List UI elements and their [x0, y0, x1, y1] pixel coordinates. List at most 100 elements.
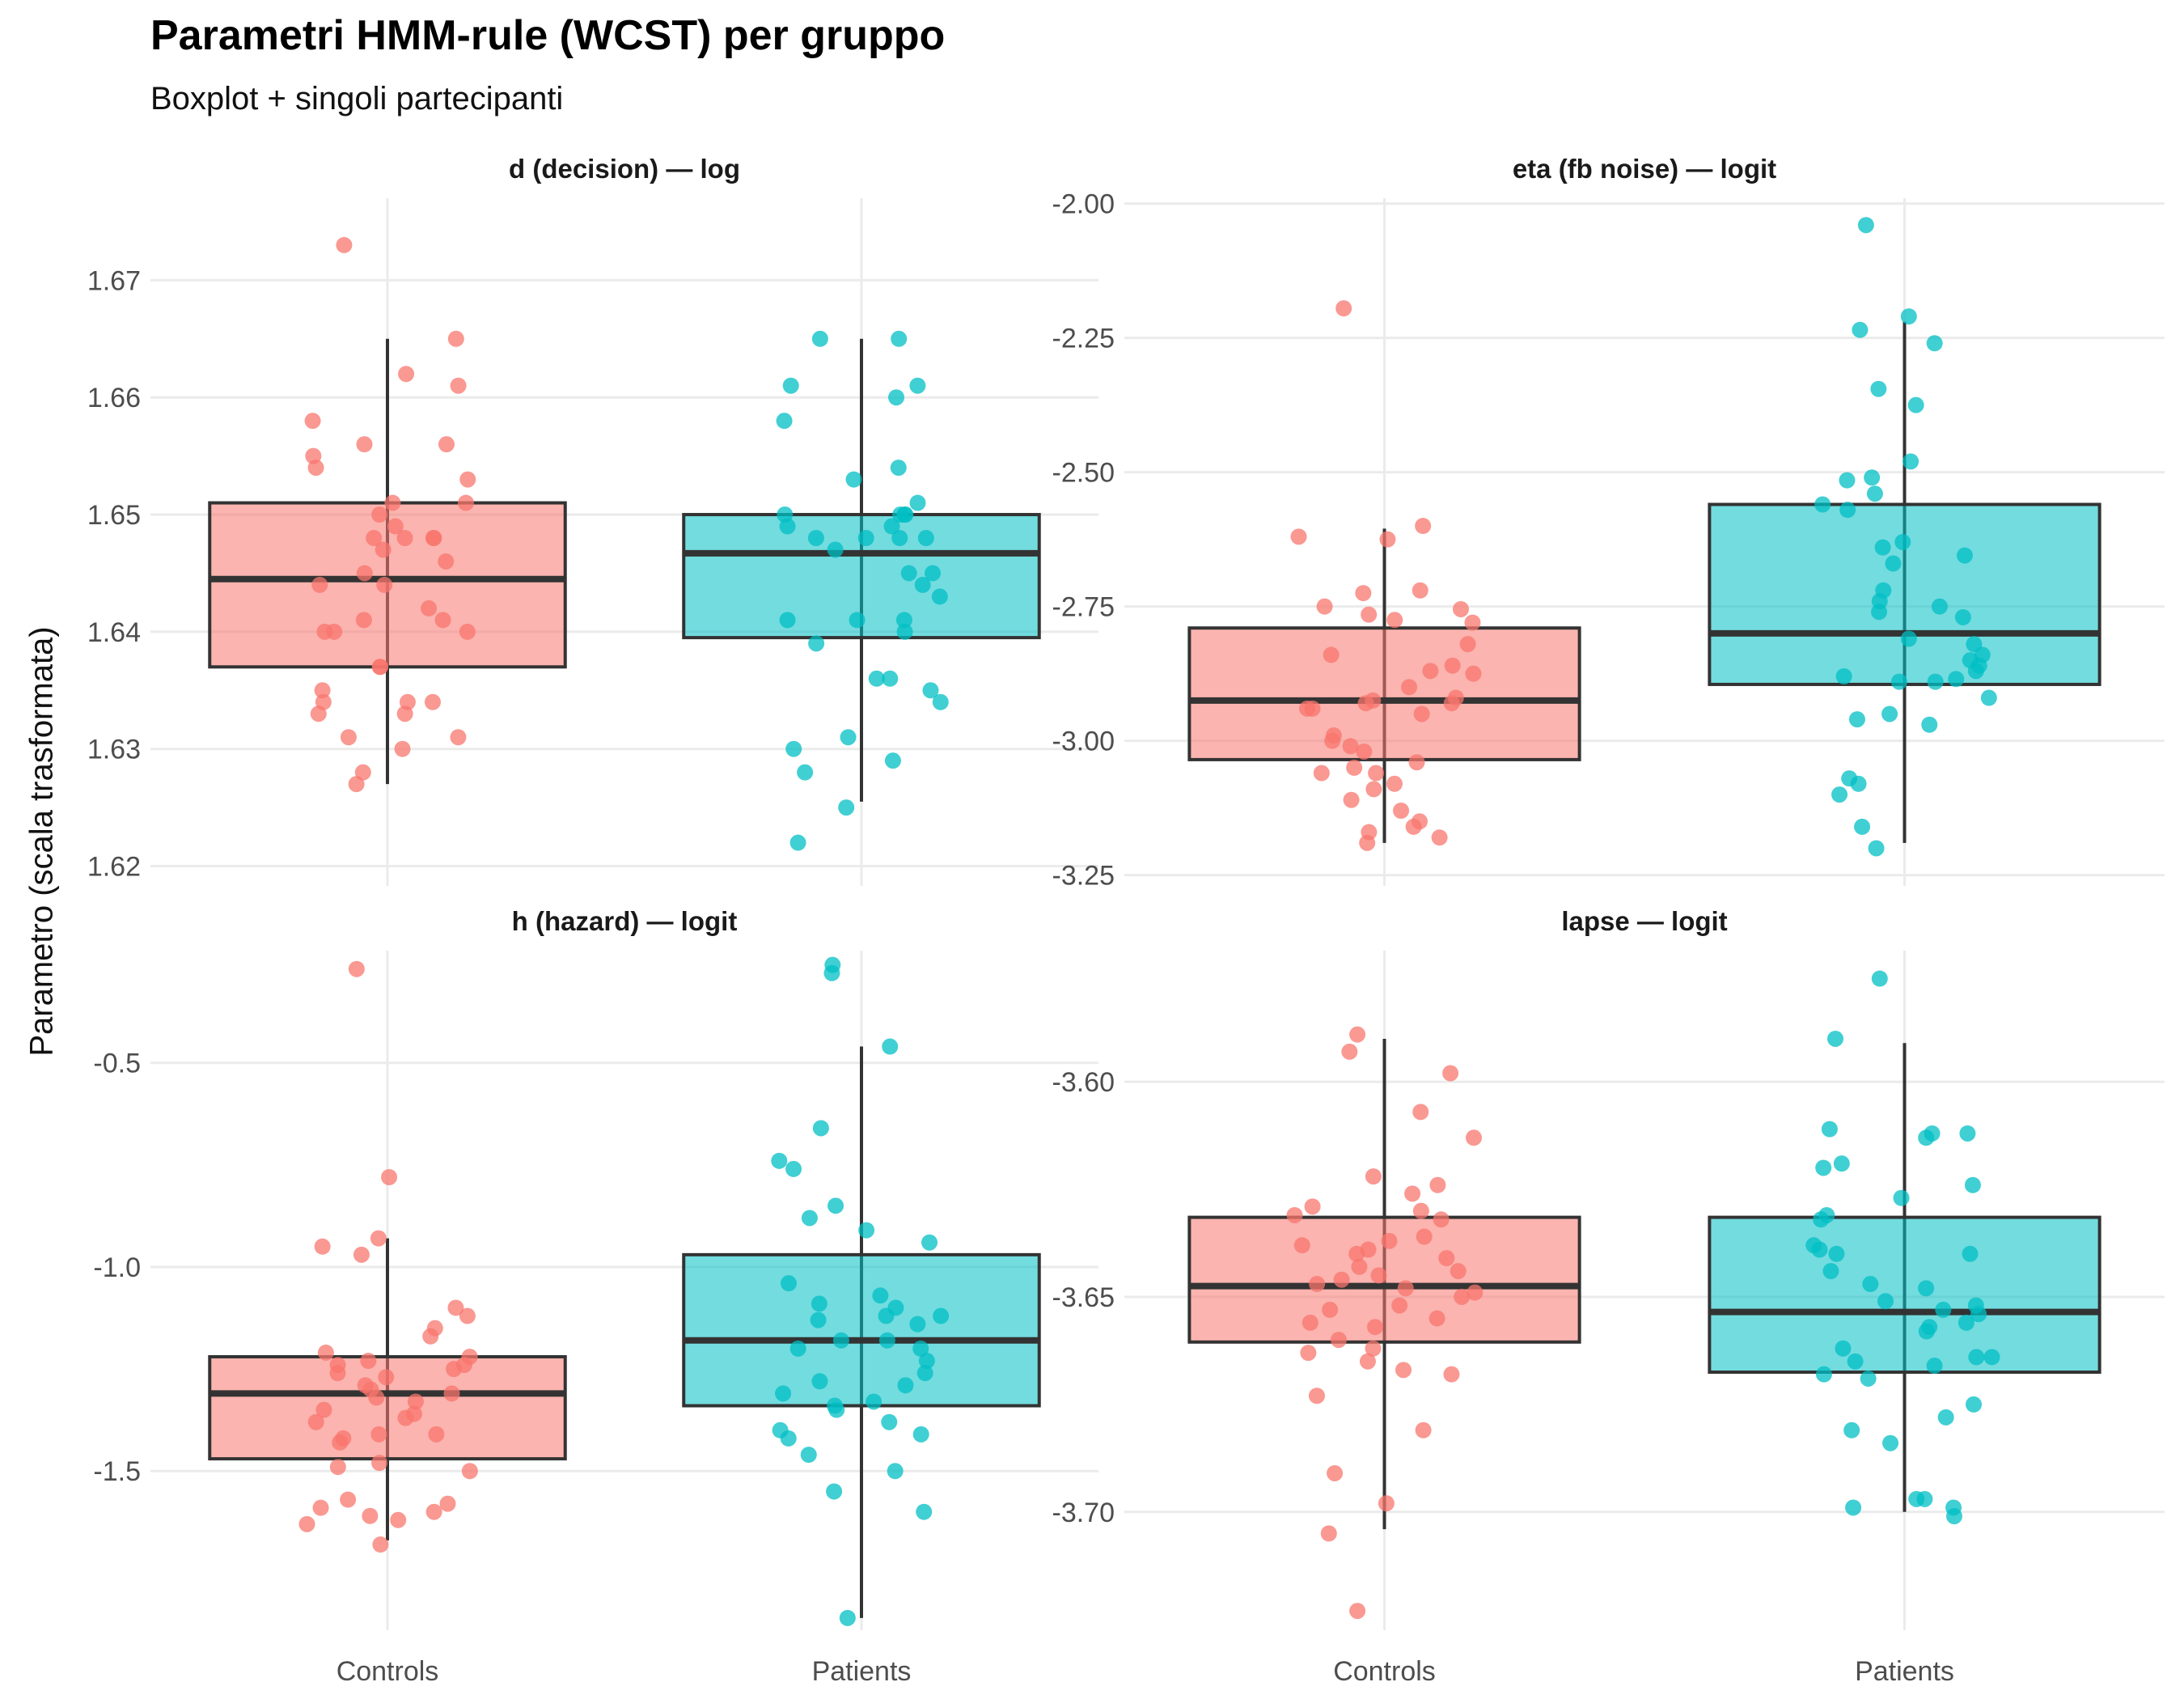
data-point-controls	[307, 1413, 324, 1430]
data-point-patients	[925, 565, 942, 582]
y-tick-label: 1.62	[87, 852, 141, 883]
data-point-patients	[1881, 705, 1898, 722]
data-point-patients	[845, 471, 862, 488]
data-point-patients	[932, 693, 949, 710]
x-tick-label: Patients	[1855, 1656, 1954, 1687]
y-tick-label: -2.00	[1052, 189, 1115, 220]
data-point-patients	[1945, 1508, 1962, 1525]
data-point-patients	[1927, 673, 1944, 690]
data-point-controls	[1459, 636, 1476, 653]
data-point-patients	[895, 612, 912, 629]
data-point-controls	[307, 460, 324, 477]
data-point-controls	[1302, 1314, 1318, 1331]
data-point-patients	[917, 530, 934, 546]
y-tick-label: -3.70	[1052, 1498, 1115, 1528]
data-point-controls	[1308, 1388, 1325, 1405]
data-point-controls	[1444, 657, 1461, 674]
data-point-patients	[832, 1332, 849, 1349]
data-point-controls	[428, 1426, 445, 1443]
data-point-controls	[371, 506, 388, 523]
data-point-patients	[916, 1365, 933, 1382]
data-point-controls	[439, 1495, 456, 1512]
x-tick-label: Controls	[1333, 1656, 1436, 1687]
data-point-patients	[1877, 1293, 1894, 1310]
box-controls	[1187, 626, 1581, 761]
data-point-controls	[1327, 1464, 1344, 1481]
data-point-controls	[1397, 1280, 1414, 1297]
data-point-controls	[381, 1169, 398, 1185]
data-point-patients	[1970, 1306, 1987, 1323]
data-point-patients	[780, 1275, 797, 1292]
data-point-controls	[425, 530, 442, 546]
data-point-patients	[1871, 604, 1888, 621]
data-point-patients	[1847, 1353, 1864, 1370]
data-point-patients	[1918, 1323, 1935, 1340]
data-point-controls	[311, 576, 328, 593]
data-point-patients	[1815, 1366, 1832, 1383]
data-point-patients	[1935, 1301, 1952, 1318]
data-point-controls	[461, 1463, 478, 1480]
data-point-controls	[1290, 528, 1307, 545]
data-point-controls	[1359, 1353, 1376, 1370]
data-point-controls	[1386, 775, 1403, 792]
y-tick-label: -3.60	[1052, 1067, 1115, 1098]
facet-title: eta (fb noise) — logit	[1513, 154, 1776, 184]
data-point-controls	[376, 576, 393, 593]
data-point-patients	[789, 1340, 806, 1357]
data-point-controls	[1348, 1245, 1365, 1262]
y-tick-label: 1.65	[87, 500, 141, 531]
data-point-patients	[1868, 840, 1885, 857]
data-point-patients	[1852, 321, 1869, 338]
data-point-controls	[362, 1507, 379, 1524]
data-point-patients	[807, 530, 824, 546]
data-point-controls	[1356, 743, 1373, 760]
data-point-controls	[1412, 1202, 1429, 1219]
data-point-patients	[797, 764, 814, 781]
data-point-patients	[1811, 1241, 1828, 1258]
data-point-patients	[1964, 1176, 1981, 1193]
data-point-controls	[1443, 695, 1460, 712]
data-point-patients	[878, 1307, 895, 1324]
data-point-controls	[1408, 754, 1425, 771]
data-point-controls	[1333, 1271, 1350, 1288]
data-point-controls	[372, 1536, 389, 1553]
y-tick-label: -2.75	[1052, 592, 1115, 623]
data-point-controls	[1351, 1258, 1368, 1275]
data-point-patients	[914, 576, 931, 593]
data-point-patients	[811, 330, 828, 347]
data-point-patients	[1937, 1409, 1954, 1426]
data-point-patients	[839, 1609, 856, 1626]
data-point-controls	[1422, 663, 1439, 680]
data-point-controls	[1464, 614, 1481, 631]
data-point-controls	[1365, 1340, 1382, 1357]
data-point-controls	[443, 1385, 460, 1402]
data-point-controls	[1304, 1198, 1321, 1215]
data-point-patients	[1980, 689, 1997, 706]
data-point-controls	[329, 1365, 346, 1382]
data-point-controls	[397, 1409, 414, 1426]
data-point-patients	[909, 1316, 926, 1333]
data-point-controls	[1381, 1232, 1398, 1249]
data-point-patients	[891, 530, 908, 546]
data-point-controls	[316, 623, 333, 640]
data-point-controls	[396, 705, 413, 722]
data-point-patients	[1815, 1159, 1832, 1176]
data-point-controls	[298, 1515, 315, 1532]
data-point-patients	[916, 1503, 933, 1520]
data-point-controls	[1304, 700, 1321, 717]
data-point-controls	[315, 1401, 332, 1418]
data-point-patients	[1918, 1129, 1935, 1146]
y-tick-label: -3.65	[1052, 1282, 1115, 1313]
data-point-controls	[390, 1511, 407, 1528]
data-point-controls	[340, 1491, 357, 1508]
data-point-patients	[918, 1353, 935, 1370]
y-tick-label: -3.25	[1052, 861, 1115, 892]
data-point-patients	[887, 1463, 904, 1480]
x-tick-label: Controls	[336, 1656, 439, 1687]
data-point-patients	[849, 612, 866, 629]
data-point-controls	[1413, 705, 1430, 722]
data-point-patients	[1850, 775, 1867, 792]
data-point-controls	[1330, 1332, 1347, 1349]
data-point-patients	[900, 565, 917, 582]
data-point-patients	[921, 1234, 938, 1251]
